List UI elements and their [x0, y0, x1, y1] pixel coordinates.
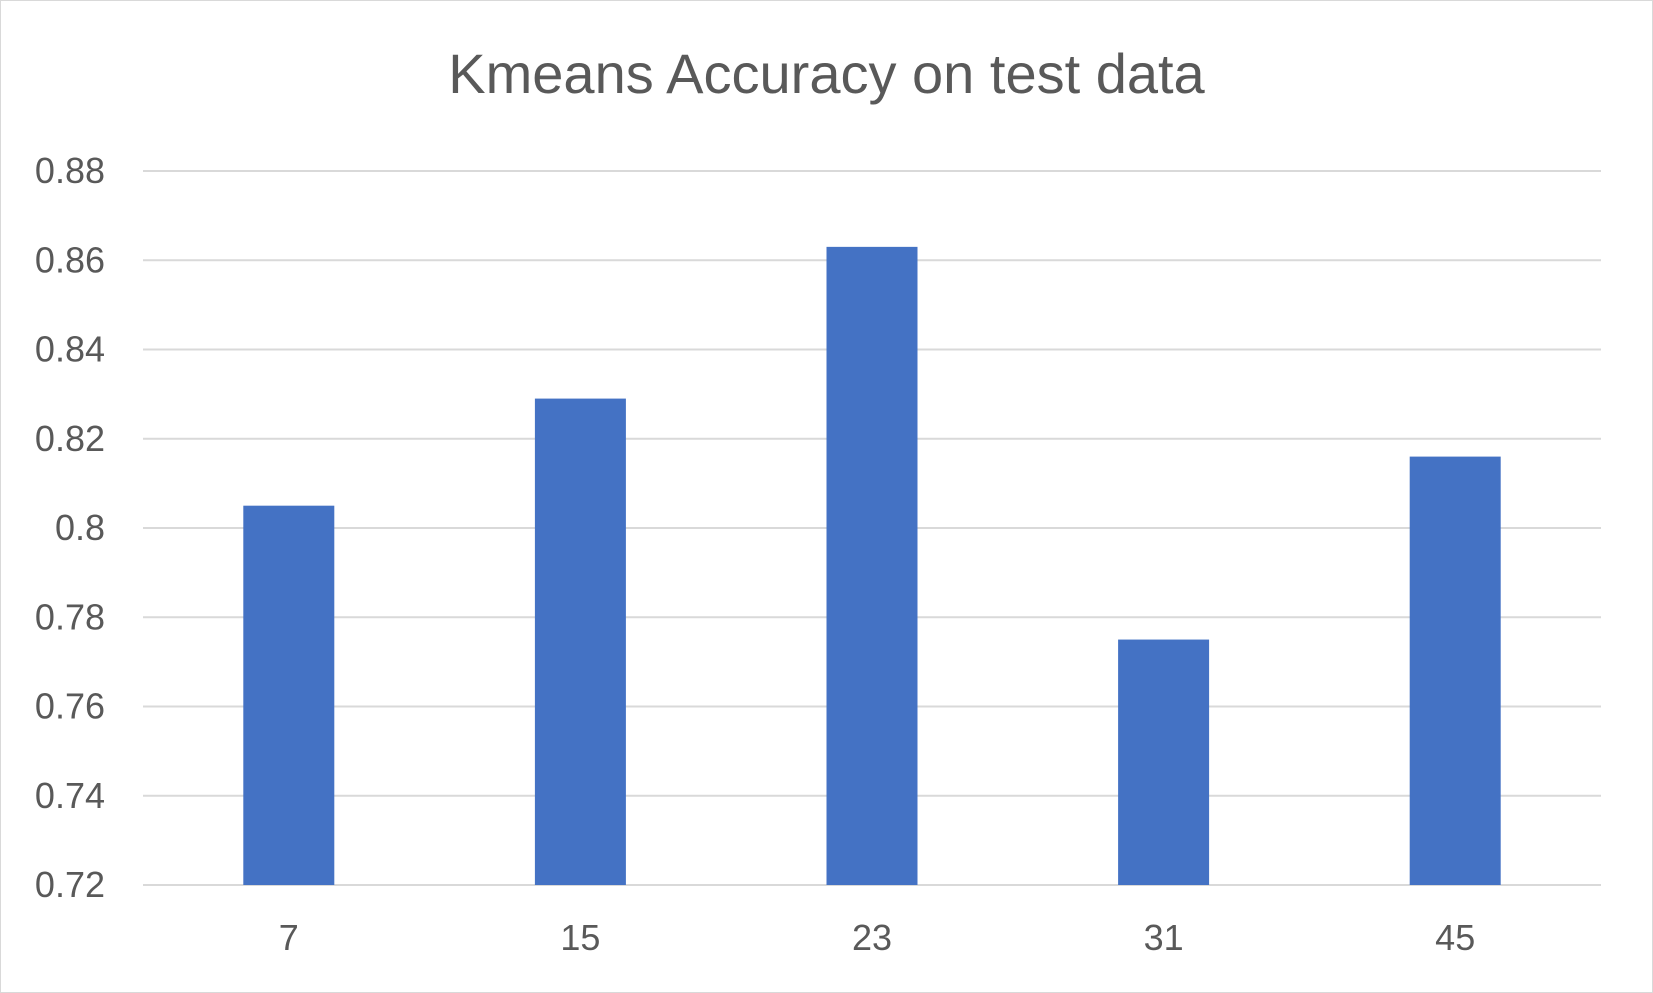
y-tick-label: 0.88 [35, 150, 105, 191]
bar-15 [534, 398, 626, 885]
x-tick-label: 7 [279, 917, 299, 958]
bar-31 [1118, 639, 1210, 885]
x-tick-label: 15 [560, 917, 600, 958]
y-tick-label: 0.76 [35, 686, 105, 727]
bars [243, 246, 1501, 886]
y-tick-label: 0.84 [35, 329, 105, 370]
y-tick-label: 0.82 [35, 418, 105, 459]
bar-23 [826, 246, 918, 886]
y-tick-label: 0.72 [35, 864, 105, 905]
y-axis-ticks: 0.72 0.74 0.76 0.78 0.8 0.82 0.84 0.86 0.88 [35, 150, 105, 905]
x-axis-ticks: 7 15 23 31 45 [279, 917, 1475, 958]
y-tick-label: 0.74 [35, 775, 105, 816]
bar-7 [243, 505, 335, 885]
y-tick-label: 0.78 [35, 596, 105, 637]
chart-title: Kmeans Accuracy on test data [448, 42, 1205, 105]
y-tick-label: 0.86 [35, 239, 105, 280]
x-tick-label: 45 [1435, 917, 1475, 958]
bar-45 [1409, 456, 1501, 885]
y-tick-label: 0.8 [55, 507, 105, 548]
x-tick-label: 23 [852, 917, 892, 958]
x-tick-label: 31 [1144, 917, 1184, 958]
